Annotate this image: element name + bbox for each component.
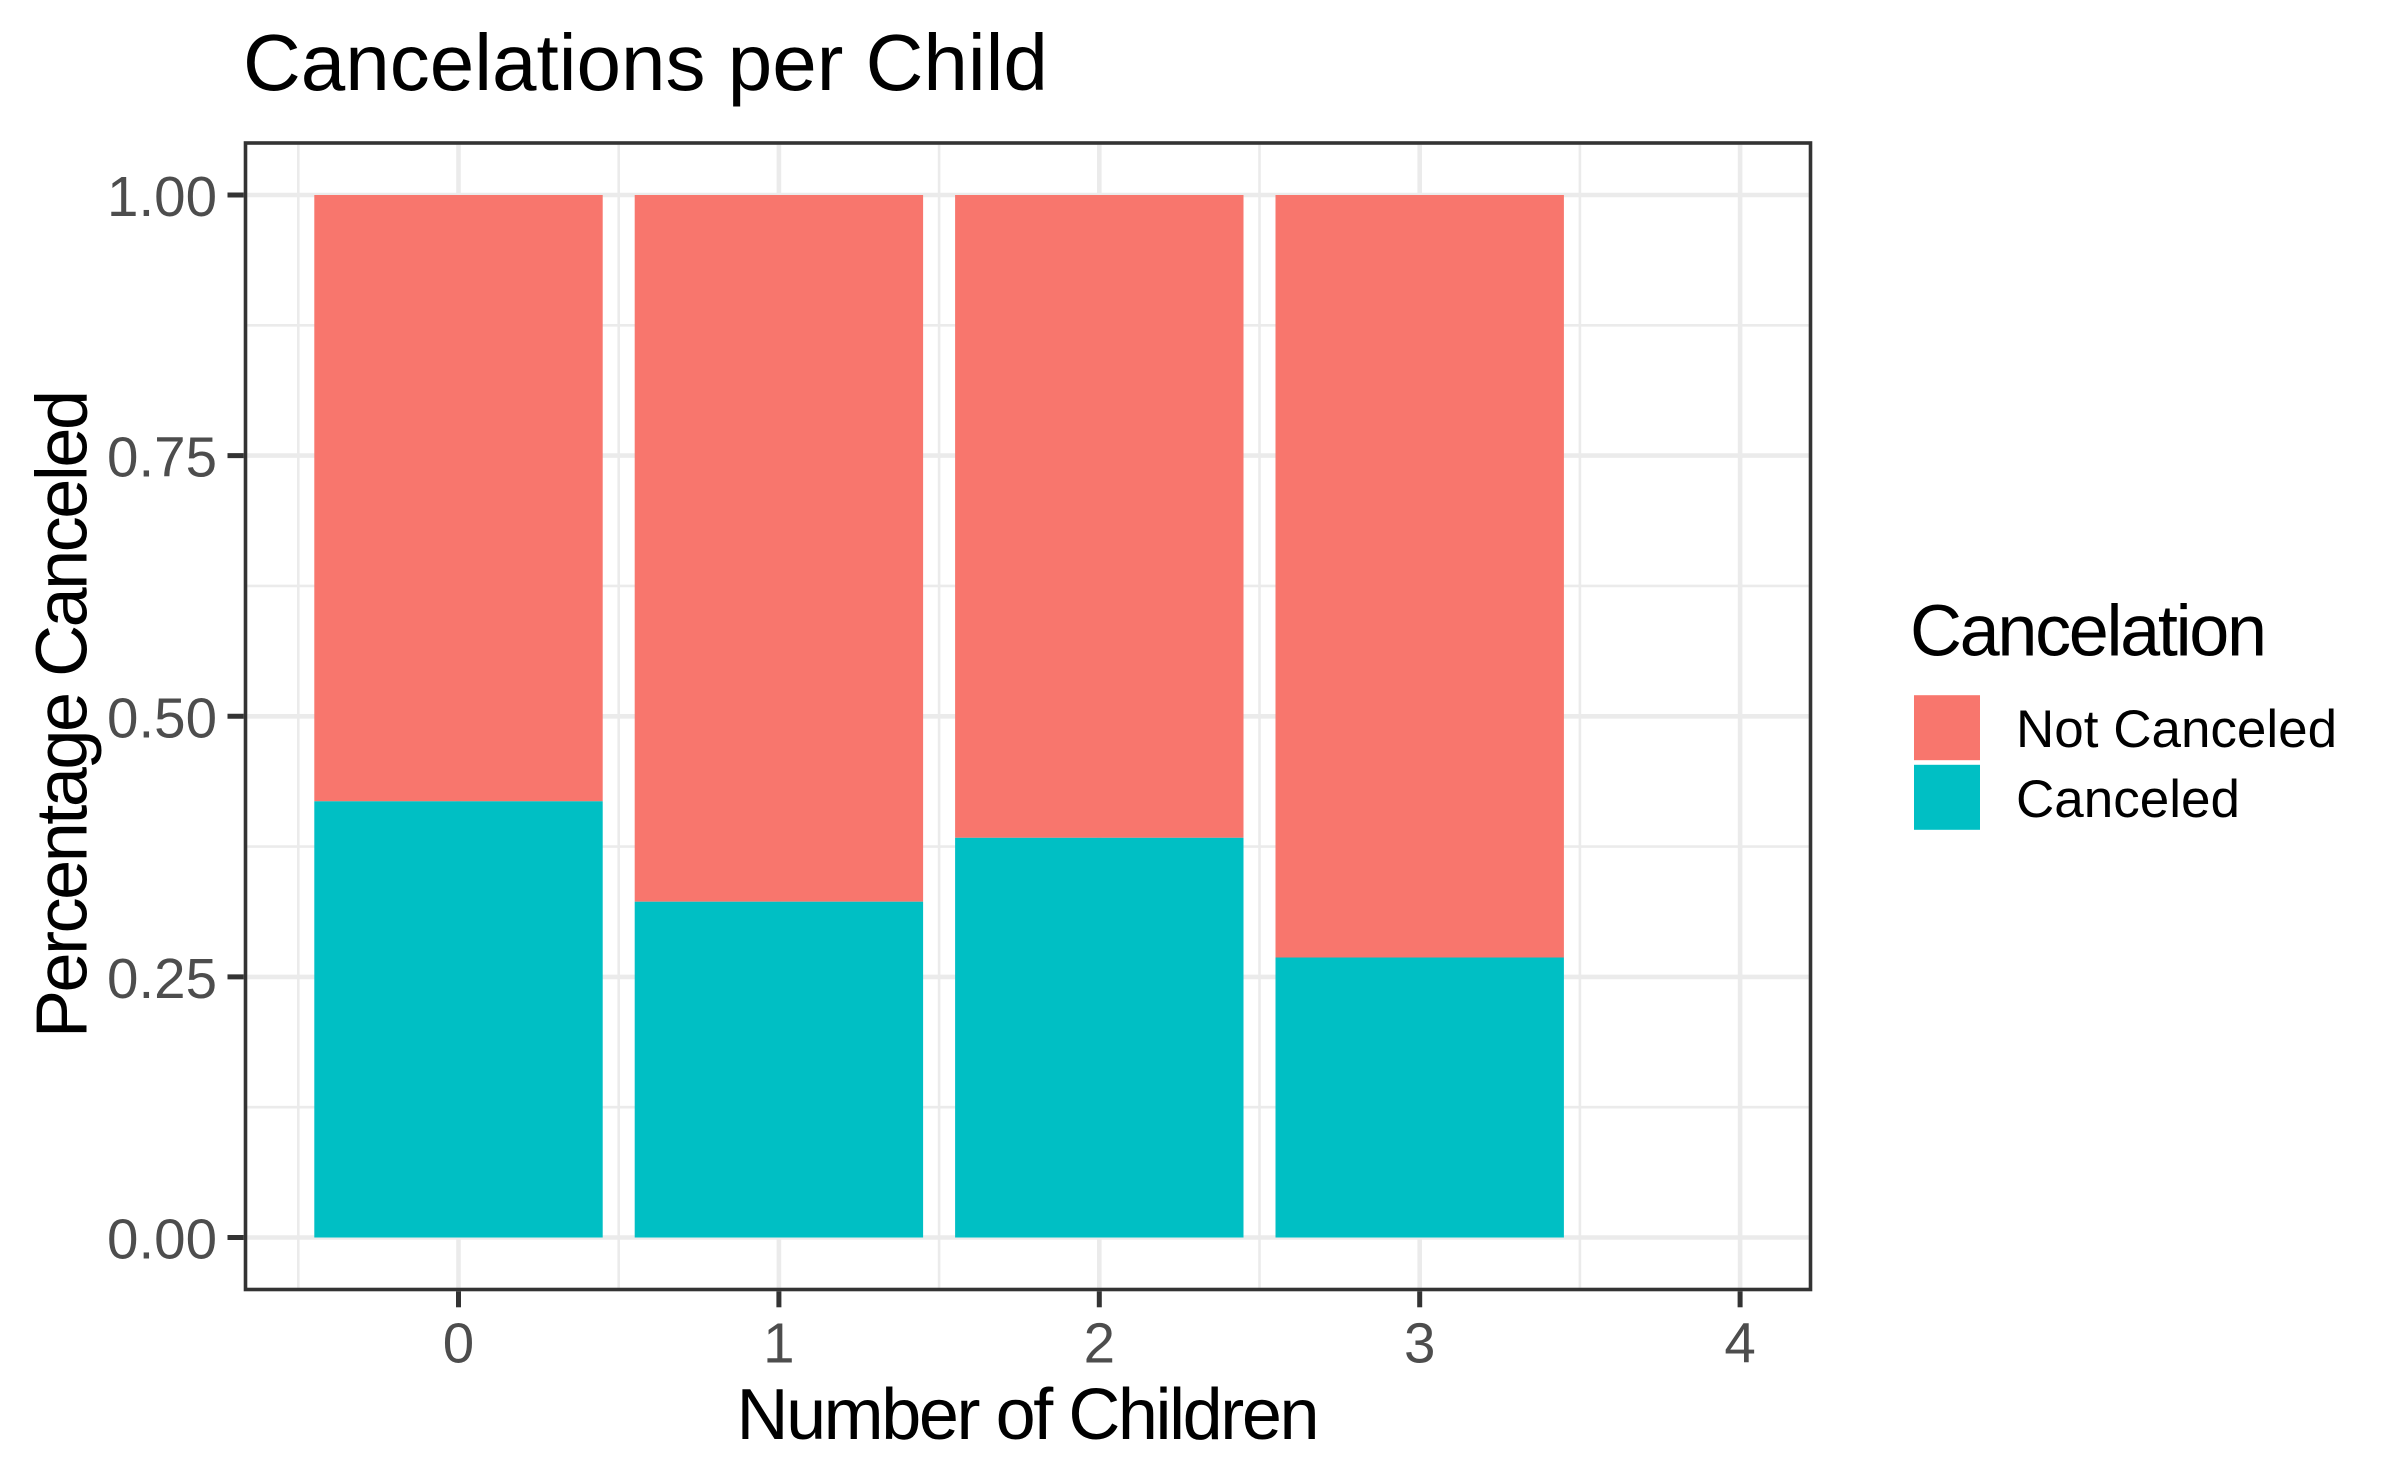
svg-text:4: 4 bbox=[1724, 1312, 1755, 1375]
svg-text:0.75: 0.75 bbox=[107, 426, 217, 489]
svg-text:Percentage Canceled: Percentage Canceled bbox=[23, 390, 103, 1038]
svg-text:Canceled: Canceled bbox=[2016, 770, 2240, 829]
svg-text:Not Canceled: Not Canceled bbox=[2016, 700, 2337, 759]
svg-text:Cancelations per Child: Cancelations per Child bbox=[243, 18, 1048, 107]
svg-text:Cancelation: Cancelation bbox=[1910, 592, 2267, 672]
svg-text:0.50: 0.50 bbox=[107, 686, 217, 749]
svg-text:1.00: 1.00 bbox=[107, 165, 217, 228]
svg-text:2: 2 bbox=[1084, 1312, 1115, 1375]
svg-text:3: 3 bbox=[1404, 1312, 1435, 1375]
svg-text:1: 1 bbox=[763, 1312, 794, 1375]
svg-text:0: 0 bbox=[443, 1312, 474, 1375]
svg-text:Number of Children: Number of Children bbox=[737, 1375, 1320, 1455]
svg-text:0.00: 0.00 bbox=[107, 1208, 217, 1271]
svg-text:0.25: 0.25 bbox=[107, 947, 217, 1010]
